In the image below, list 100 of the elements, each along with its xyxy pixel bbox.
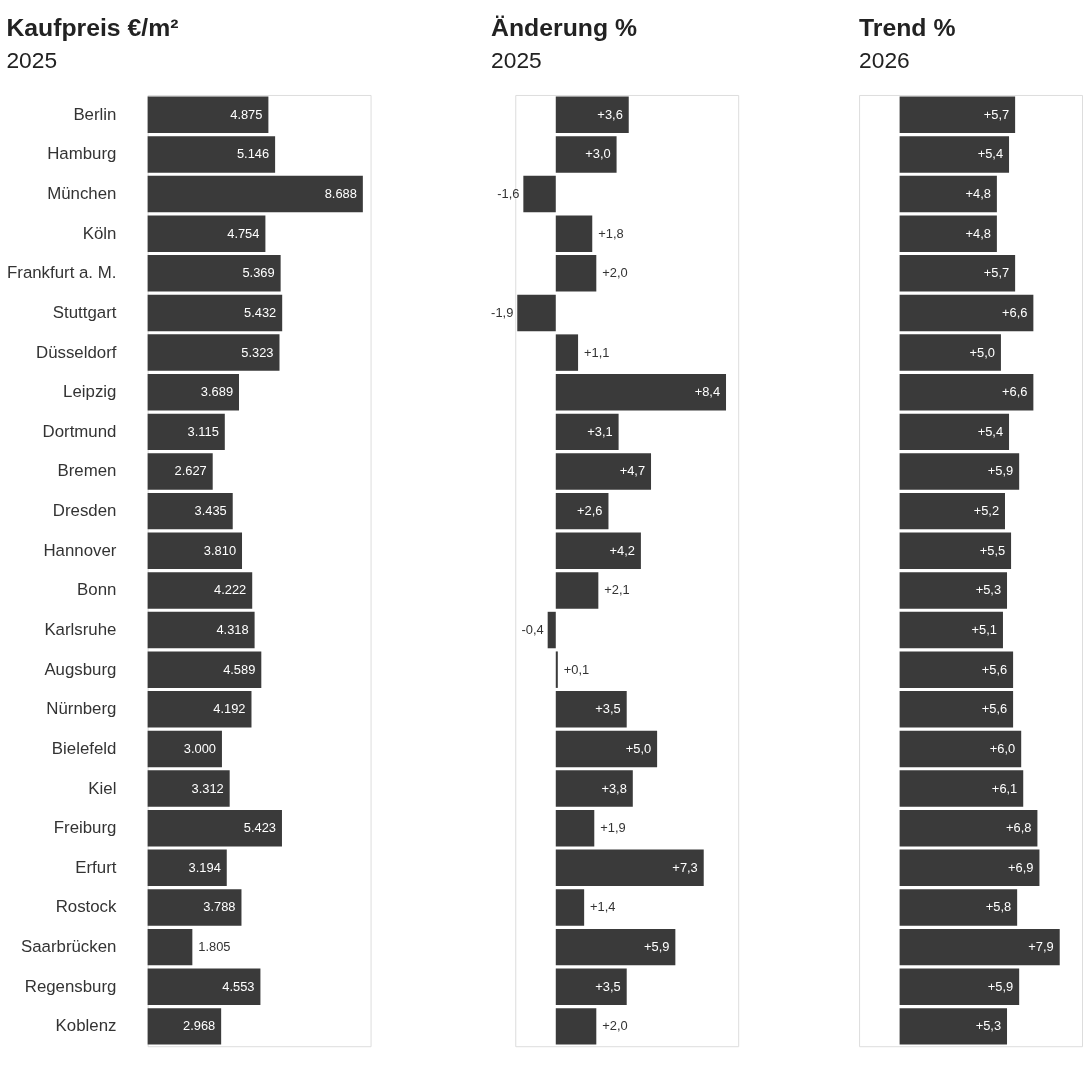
y-tick-label: Erfurt xyxy=(75,857,117,877)
data-label: 4.589 xyxy=(223,661,256,677)
data-label: +3,1 xyxy=(587,423,613,439)
bar xyxy=(555,215,593,252)
bar xyxy=(555,928,676,966)
data-label: +0,1 xyxy=(563,661,590,677)
data-label: +4,7 xyxy=(619,463,646,479)
data-label: 5.323 xyxy=(241,344,274,360)
bar xyxy=(147,532,243,569)
data-label: +5,4 xyxy=(977,146,1004,162)
y-tick-label: Frankfurt a. M. xyxy=(7,263,117,283)
data-label: +5,9 xyxy=(643,939,670,955)
data-label: 4.192 xyxy=(213,701,246,717)
data-label: +5,9 xyxy=(987,463,1014,479)
data-label: 3.689 xyxy=(200,384,234,400)
bar xyxy=(147,809,282,847)
bar xyxy=(147,770,230,807)
y-tick-label: Berlin xyxy=(73,104,117,124)
chart-subtitle: 2026 xyxy=(859,47,910,74)
y-tick-label: Augsburg xyxy=(44,659,117,679)
bar xyxy=(147,928,193,966)
bar xyxy=(899,611,1003,649)
bar xyxy=(555,492,609,530)
bar xyxy=(523,175,556,213)
bar xyxy=(899,730,1022,768)
data-label: +6,9 xyxy=(1008,859,1034,875)
bar xyxy=(555,691,627,728)
bar xyxy=(555,572,599,609)
data-label: +3,5 xyxy=(595,978,621,994)
data-label: +4,2 xyxy=(609,542,635,558)
chart-title: Kaufpreis €/m² xyxy=(6,13,179,41)
bar xyxy=(147,136,276,173)
data-label: +5,7 xyxy=(983,106,1010,122)
data-label: 5.432 xyxy=(244,304,277,320)
bar xyxy=(899,294,1034,332)
y-tick-label: Karlsruhe xyxy=(44,619,117,639)
bar xyxy=(899,453,1020,490)
data-label: 5.146 xyxy=(236,146,270,162)
bar xyxy=(555,651,558,688)
data-label: +3,8 xyxy=(601,780,627,796)
data-label: -1,6 xyxy=(497,186,520,202)
data-label: +5,9 xyxy=(987,978,1014,994)
bar xyxy=(899,651,1014,688)
y-tick-label: Saarbrücken xyxy=(21,937,117,957)
bar xyxy=(147,374,240,411)
data-label: +7,9 xyxy=(1028,939,1054,955)
data-label: +5,4 xyxy=(977,423,1004,439)
bar xyxy=(147,691,252,728)
bar xyxy=(555,1008,597,1045)
bar xyxy=(899,1008,1008,1045)
data-label: +3,6 xyxy=(597,106,623,122)
bar xyxy=(555,968,627,1005)
y-tick-label: Stuttgart xyxy=(52,302,117,322)
bar xyxy=(147,96,269,134)
data-label: +7,3 xyxy=(672,859,698,875)
data-label: 3.115 xyxy=(187,423,219,439)
y-tick-label: Dortmund xyxy=(42,421,117,441)
data-label: 3.810 xyxy=(203,542,237,558)
bar xyxy=(899,691,1014,728)
bar xyxy=(899,175,997,213)
data-label: +5,3 xyxy=(975,1018,1002,1034)
bar xyxy=(555,453,652,490)
data-label: 2.968 xyxy=(182,1018,216,1034)
data-label: +2,6 xyxy=(577,503,603,519)
data-label: +5,5 xyxy=(979,542,1006,558)
bar xyxy=(147,651,262,688)
y-tick-label: Koblenz xyxy=(55,1016,117,1036)
y-tick-label: Rostock xyxy=(55,897,117,917)
data-label: 4.553 xyxy=(222,978,255,994)
y-tick-label: Freiburg xyxy=(53,818,117,838)
data-label: +3,0 xyxy=(585,146,611,162)
bar xyxy=(899,889,1018,926)
data-label: +2,0 xyxy=(602,1018,628,1034)
bar xyxy=(899,413,1010,451)
y-tick-label: Kiel xyxy=(88,778,117,798)
bar xyxy=(147,492,233,530)
bar xyxy=(147,255,281,292)
data-label: 8.688 xyxy=(324,186,357,202)
bar xyxy=(899,849,1040,887)
bar xyxy=(899,215,997,252)
data-label: +6,6 xyxy=(1002,384,1028,400)
data-label: -0,4 xyxy=(521,622,544,637)
data-label: 3.000 xyxy=(183,740,217,756)
data-label: +1,9 xyxy=(600,820,626,836)
data-label: +6,8 xyxy=(1006,820,1032,836)
bar xyxy=(899,255,1016,292)
bar xyxy=(555,334,579,371)
data-label: 1.805 xyxy=(198,939,231,955)
y-tick-label: Bielefeld xyxy=(51,738,117,758)
bar xyxy=(555,809,595,847)
data-label: +5,8 xyxy=(985,899,1012,915)
data-label: 4.754 xyxy=(227,225,260,241)
y-tick-label: Bonn xyxy=(77,580,117,600)
data-label: +5,6 xyxy=(981,701,1008,717)
data-label: 4.318 xyxy=(216,622,249,637)
bar xyxy=(147,611,255,649)
bar xyxy=(555,136,617,173)
data-label: 3.788 xyxy=(203,899,236,915)
bar xyxy=(147,968,261,1005)
y-tick-label: München xyxy=(47,184,117,204)
